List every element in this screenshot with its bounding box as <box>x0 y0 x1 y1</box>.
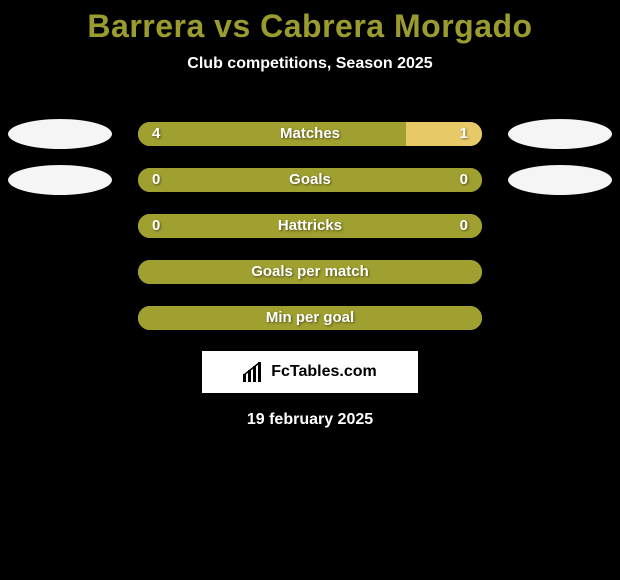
stat-row: Hattricks0 0 <box>0 207 620 253</box>
stat-bar: Goals0 0 <box>138 168 482 192</box>
stat-label: Hattricks <box>138 214 482 238</box>
stat-value-right: 0 <box>460 214 468 238</box>
stat-label: Goals <box>138 168 482 192</box>
subtitle: Club competitions, Season 2025 <box>0 55 620 73</box>
stat-row: Goals0 0 <box>0 161 620 207</box>
stats-area: Matches41Goals00Hattricks00Goals per mat… <box>0 115 620 345</box>
comparison-card: Barrera vs Cabrera Morgado Club competit… <box>0 0 620 580</box>
page-title: Barrera vs Cabrera Morgado <box>0 0 620 45</box>
player-ellipse-left <box>8 165 112 195</box>
player-ellipse-left <box>8 119 112 149</box>
stat-bar: Hattricks0 0 <box>138 214 482 238</box>
stat-bar: Matches4 1 <box>138 122 482 146</box>
stat-label: Matches <box>138 122 482 146</box>
player-ellipse-right <box>508 119 612 149</box>
date-line: 19 february 2025 <box>0 411 620 429</box>
stat-bar: Min per goal <box>138 306 482 330</box>
stat-value-right: 0 <box>460 168 468 192</box>
stat-label: Min per goal <box>138 306 482 330</box>
stat-value-left: 0 <box>152 214 160 238</box>
stat-value-left: 4 <box>152 122 160 146</box>
source-logo: FcTables.com <box>202 351 418 393</box>
bars-icon <box>243 362 265 382</box>
stat-row: Min per goal <box>0 299 620 345</box>
stat-value-right: 1 <box>460 122 468 146</box>
stat-value-left: 0 <box>152 168 160 192</box>
stat-label: Goals per match <box>138 260 482 284</box>
stat-row: Matches4 1 <box>0 115 620 161</box>
stat-row: Goals per match <box>0 253 620 299</box>
player-ellipse-right <box>508 165 612 195</box>
logo-text: FcTables.com <box>271 363 377 381</box>
stat-bar: Goals per match <box>138 260 482 284</box>
